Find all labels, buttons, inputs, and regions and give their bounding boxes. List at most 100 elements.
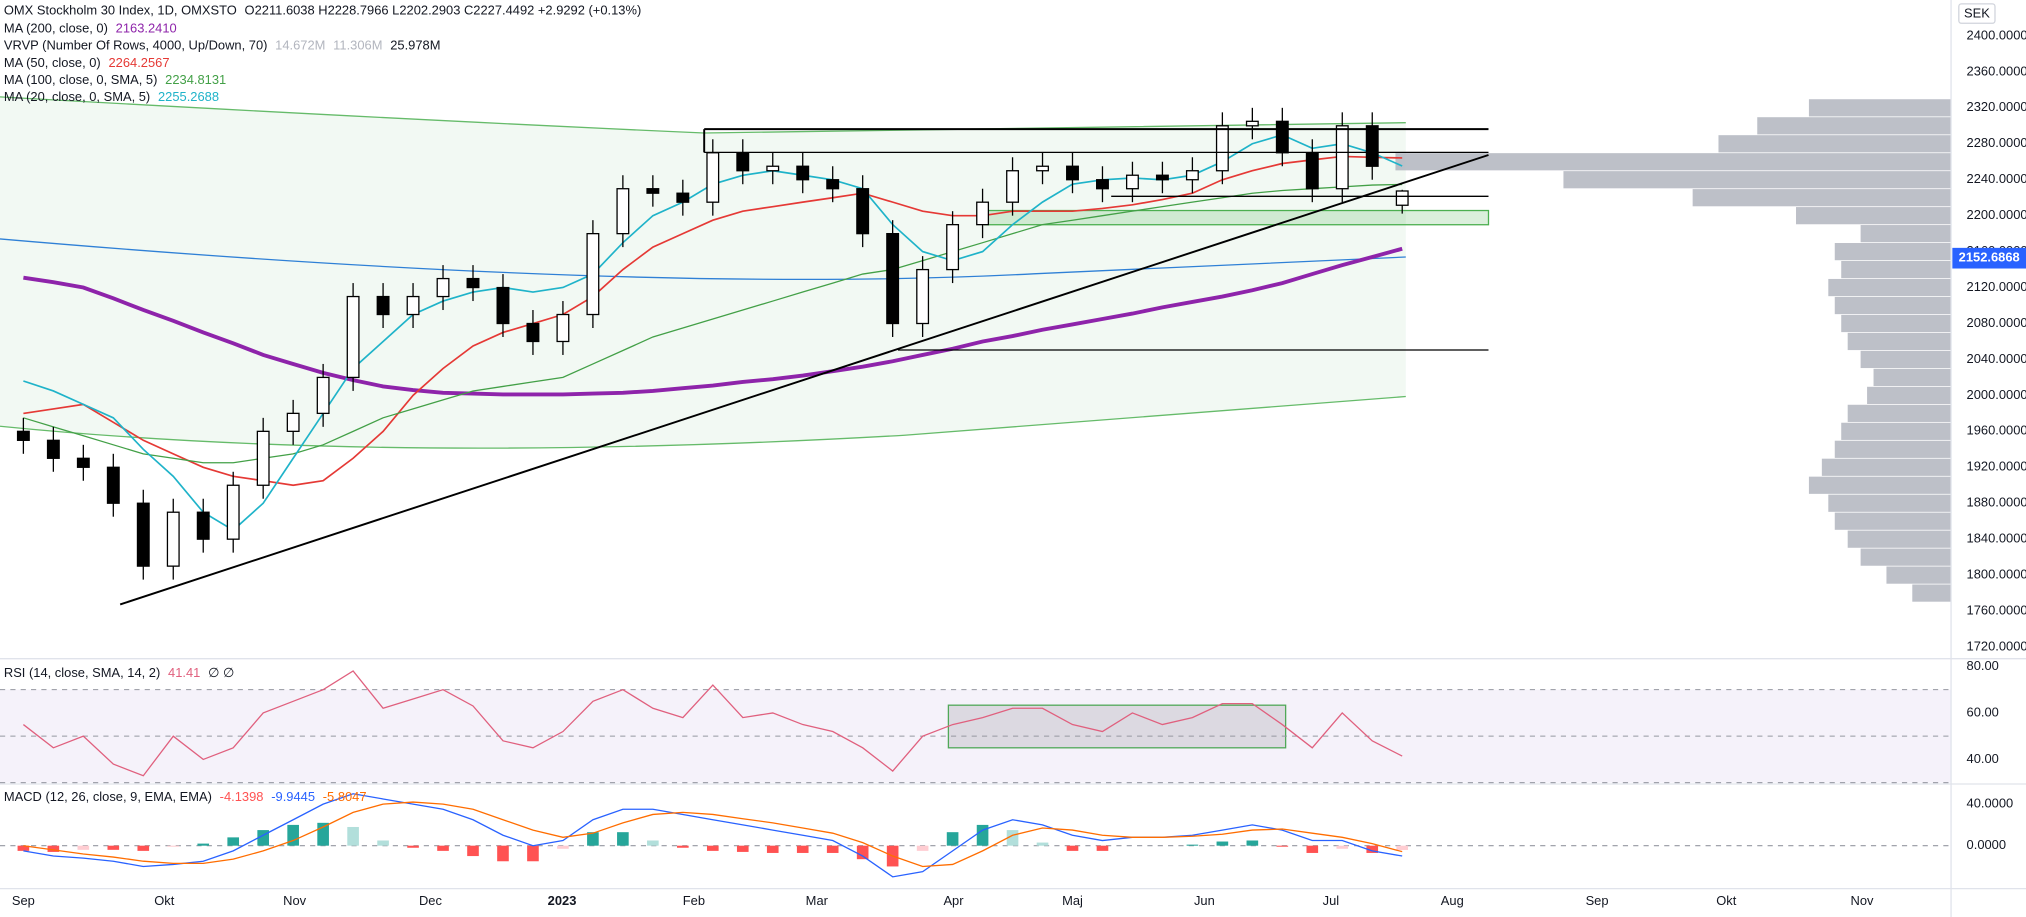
candle-body	[1275, 120, 1289, 154]
indicator-line	[23, 155, 1403, 487]
macd-histogram-bar	[916, 845, 929, 851]
trendline	[119, 154, 1489, 606]
candle-body	[436, 277, 450, 298]
envelope-fill	[0, 96, 1406, 449]
candle-body	[976, 201, 990, 226]
macd-histogram-bar	[1216, 841, 1229, 846]
volume-profile-bar	[1860, 548, 1952, 566]
macd-histogram-bar	[167, 845, 180, 847]
volume-profile-bar	[1847, 530, 1952, 548]
candle-body	[1096, 179, 1109, 190]
legend-value: 2264.2567	[108, 55, 169, 70]
currency-box	[1958, 3, 1996, 24]
legend-name: MA (200, close, 0)	[4, 21, 108, 36]
volume-profile-bar	[1867, 386, 1952, 404]
volume-profile-bar	[1841, 314, 1952, 333]
plot-layer	[0, 99, 1952, 878]
y-tick-label: 80.00	[1967, 658, 1999, 673]
candle-body	[286, 412, 300, 432]
y-tick-label: 1880.0000	[1967, 495, 2026, 510]
candle-body	[1066, 165, 1079, 181]
candle-body	[1305, 152, 1319, 190]
macd-histogram-bar	[287, 824, 299, 846]
x-tick-label: Apr	[943, 893, 964, 908]
x-tick-label: Nov	[283, 893, 307, 908]
title: OMX Stockholm 30 Index, 1D, OMXSTO	[4, 3, 237, 18]
candle-body	[796, 165, 810, 181]
volume-profile-bar	[1808, 99, 1952, 117]
x-tick-label: Sep	[1586, 893, 1609, 908]
x-tick-label: Okt	[154, 893, 174, 908]
macd-histogram-bar	[946, 832, 959, 846]
volume-profile-bar	[1563, 171, 1952, 189]
drawings	[119, 128, 1489, 606]
indicator-line	[22, 670, 1403, 777]
candle-body	[106, 466, 120, 504]
x-tick-label: Maj	[1062, 893, 1083, 908]
candle-body	[136, 502, 150, 567]
volume-profile-bar	[1821, 458, 1952, 476]
candle-body	[226, 484, 240, 540]
macd-histogram-bar	[317, 822, 329, 846]
indicator-line	[23, 183, 1403, 464]
candle-body	[16, 430, 30, 441]
candle-body	[1395, 190, 1409, 206]
candle-body	[496, 286, 510, 325]
value: -9.9445	[271, 790, 315, 805]
title: RSI (14, close, SMA, 14, 2)	[4, 666, 160, 681]
macd-histogram-bar	[856, 845, 869, 860]
volume-profile-bar	[1828, 494, 1952, 512]
macd-histogram-bar	[227, 837, 240, 846]
ohlc: O2211.6038 H2228.7966 L2202.2903 C2227.4…	[245, 3, 642, 18]
x-tick-label: Nov	[1851, 893, 1875, 908]
candle-body	[826, 179, 840, 190]
volume-profile-bar	[1841, 260, 1952, 279]
y-tick-label: 2360.0000	[1967, 63, 2026, 78]
y-tick-label: 2280.0000	[1967, 135, 2026, 150]
value: -4.1398	[220, 790, 264, 805]
volume-profile-bar	[1718, 135, 1952, 153]
rsi-title: RSI (14, close, SMA, 14, 2) 41.41 ∅ ∅	[4, 666, 234, 681]
candle-body	[1335, 125, 1349, 190]
candle-body	[376, 295, 390, 316]
macd-histogram-bar	[1096, 845, 1109, 851]
legend-name: MA (100, close, 0, SMA, 5)	[4, 72, 158, 87]
macd-histogram-bar	[706, 845, 719, 851]
macd-histogram-bar	[677, 845, 689, 848]
macd-histogram-bar	[377, 840, 389, 846]
macd-histogram-bar	[347, 826, 359, 846]
y-tick-label: 2200.0000	[1967, 207, 2026, 222]
indicator-line	[23, 246, 1403, 397]
volume-profile-bar	[1841, 422, 1952, 440]
y-tick-label: 2320.0000	[1967, 99, 2026, 114]
y-tick-label: 2080.0000	[1967, 315, 2026, 330]
candle-body	[1155, 174, 1169, 181]
macd-histogram-bar	[47, 845, 60, 852]
envelope-upper	[0, 96, 1406, 134]
price-tag	[1952, 247, 2026, 269]
candle-body	[1215, 125, 1229, 172]
x-tick-label: Dec	[419, 893, 443, 908]
volume-profile-bar	[1847, 404, 1952, 422]
candle-body	[586, 232, 600, 316]
macd-histogram-bar	[197, 843, 210, 846]
macd-histogram-bar	[17, 845, 30, 851]
volume-profile-bar	[1808, 476, 1952, 494]
candle-body	[616, 188, 630, 235]
macd-histogram-bar	[1336, 845, 1349, 849]
candle-body	[766, 165, 780, 172]
macd-histogram-bar	[1006, 830, 1019, 846]
macd-histogram-bar	[796, 845, 809, 853]
price-tag-label: 2152.6868	[1959, 250, 2020, 265]
y-tick-label: 2000.0000	[1967, 387, 2026, 402]
y-tick-label: 40.00	[1967, 751, 1999, 766]
macd-histogram-bar	[1186, 844, 1199, 846]
macd-title: MACD (12, 26, close, 9, EMA, EMA) -4.1398…	[4, 790, 367, 805]
macd-histogram-bar	[137, 845, 150, 851]
volume-profile-bar	[1886, 566, 1952, 584]
y-tick-label: 2040.0000	[1967, 351, 2026, 366]
legend-entry: MA (50, close, 0) 2264.2567	[4, 55, 170, 70]
x-tick-label: Aug	[1441, 893, 1464, 908]
candle-body	[1365, 125, 1379, 167]
